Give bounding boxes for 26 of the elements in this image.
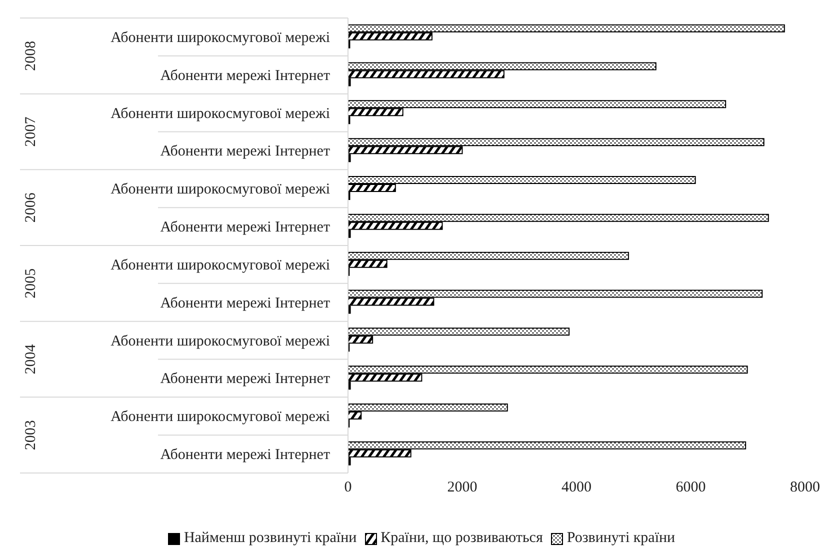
text: 2005 (23, 268, 39, 298)
text: 2008 (23, 40, 39, 71)
x-tick-label: 4000 (562, 480, 592, 496)
text: 2004 (23, 344, 39, 374)
y-tick-label: Абоненти мережі Інтернет (160, 68, 330, 84)
y-tick-label: Абоненти мережі Інтернет (160, 144, 330, 160)
y-tick-label: Абоненти мережі Інтернет (160, 447, 330, 464)
legend-label: Країни, що розвиваються (380, 530, 543, 547)
y-tick-label: Абоненти широкосмугової мережі (110, 409, 330, 426)
x-tick-label: 8000 (790, 480, 820, 496)
y-tick-label: Абоненти широкосмугової мережі (110, 182, 330, 198)
y-tick-label: Абоненти мережі Інтернет (160, 220, 330, 236)
y-tick-label: Абоненти мережі Інтернет (160, 295, 330, 312)
text: 2007 (23, 116, 39, 147)
y-tick-label: Абоненти широкосмугової мережі (110, 30, 330, 46)
legend-label: Розвинуті країни (566, 530, 676, 547)
legend-label: Найменш розвинуті країни (182, 530, 357, 547)
y-tick-label: Абоненти широкосмугової мережі (110, 257, 330, 274)
x-tick-label: 6000 (676, 480, 706, 496)
x-tick-label: 2000 (447, 480, 478, 496)
y-tick-label: Абоненти широкосмугової мережі (110, 333, 330, 350)
text: 2003 (23, 420, 39, 450)
y-tick-label: Абоненти мережі Інтернет (160, 371, 330, 388)
x-tick-label: 0 (344, 480, 352, 496)
text: 2006 (23, 192, 39, 223)
y-tick-label: Абоненти широкосмугової мережі (110, 106, 330, 122)
